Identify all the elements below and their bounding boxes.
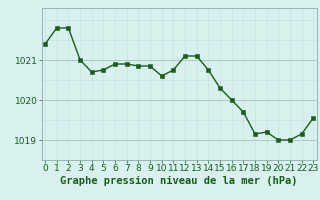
X-axis label: Graphe pression niveau de la mer (hPa): Graphe pression niveau de la mer (hPa): [60, 176, 298, 186]
